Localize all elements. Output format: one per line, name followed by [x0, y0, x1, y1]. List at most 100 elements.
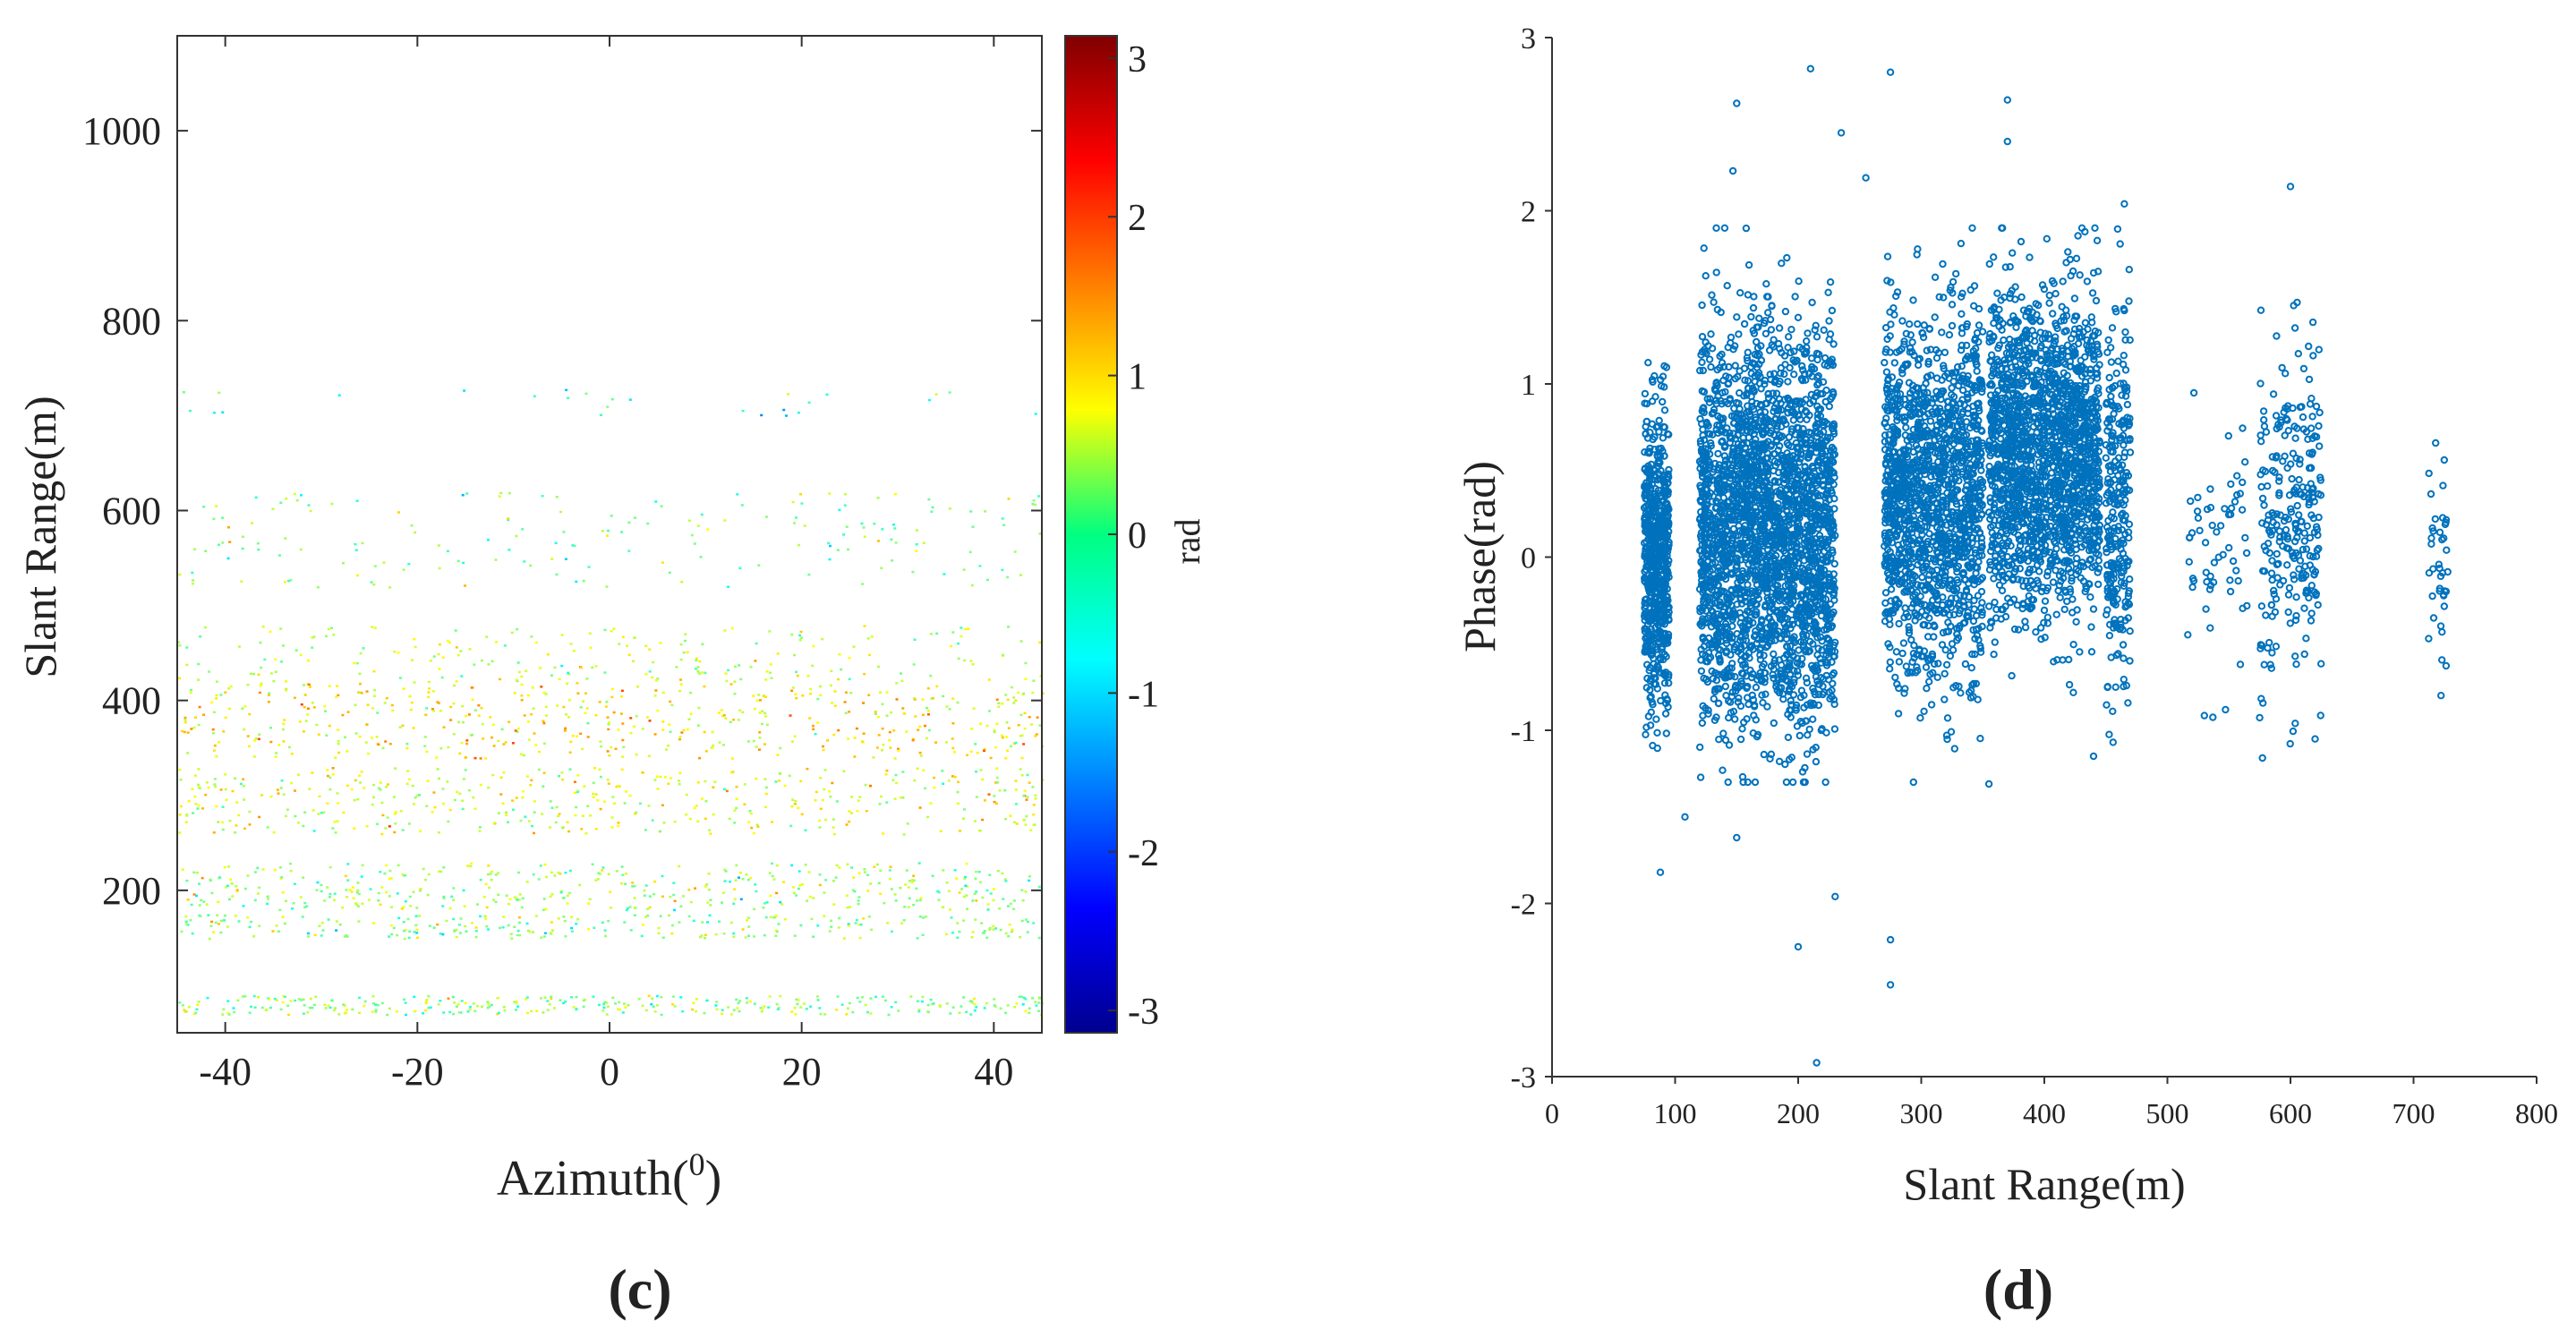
heatmap-cell	[459, 917, 463, 920]
heatmap-cell	[545, 875, 549, 879]
heatmap-cell	[442, 726, 446, 728]
heatmap-cell	[379, 903, 382, 906]
heatmap-cell	[722, 933, 726, 935]
heatmap-cell	[228, 541, 232, 543]
scatter-point	[1653, 728, 1661, 737]
heatmap-cell	[615, 870, 618, 873]
heatmap-cell	[699, 556, 703, 558]
heatmap-cell	[693, 806, 696, 810]
heatmap-cell	[204, 793, 208, 797]
heatmap-cell	[250, 1005, 252, 1009]
heatmap-cell	[981, 896, 985, 899]
heatmap-cell	[617, 785, 620, 788]
heatmap-cell	[277, 930, 280, 933]
heatmap-cell	[575, 580, 578, 584]
heatmap-cell	[191, 932, 194, 935]
heatmap-cell	[315, 723, 319, 727]
heatmap-cell	[283, 922, 286, 925]
heatmap-cell	[790, 864, 794, 867]
heatmap-cell	[995, 767, 999, 770]
heatmap-cell	[221, 821, 225, 824]
heatmap-cell	[435, 756, 439, 759]
heatmap-cell	[582, 1005, 585, 1009]
heatmap-cell	[994, 781, 998, 784]
heatmap-cell	[253, 739, 257, 742]
heatmap-cell	[212, 931, 215, 933]
heatmap-cell	[323, 704, 327, 708]
heatmap-cell	[779, 900, 782, 904]
heatmap-cell	[361, 864, 364, 867]
scatter-point	[1805, 647, 1814, 655]
heatmap-cell	[884, 773, 888, 776]
heatmap-cell	[539, 865, 542, 867]
heatmap-cell	[960, 1005, 963, 1008]
heatmap-cell	[389, 877, 393, 880]
heatmap-cell	[216, 914, 219, 916]
heatmap-cell	[586, 805, 590, 807]
heatmap-cell	[302, 1012, 305, 1015]
heatmap-cell	[698, 660, 702, 663]
heatmap-cell	[227, 898, 231, 901]
heatmap-cell	[502, 771, 506, 774]
heatmap-cell	[279, 787, 283, 789]
heatmap-cell	[621, 873, 625, 876]
heatmap-cell	[507, 518, 510, 522]
heatmap-cell	[978, 565, 982, 567]
heatmap-cell	[355, 661, 359, 665]
heatmap-cell	[746, 740, 750, 743]
heatmap-cell	[328, 865, 332, 869]
scatter-point	[1651, 371, 1659, 380]
heatmap-cell	[533, 395, 536, 397]
heatmap-cell	[1007, 934, 1011, 938]
scatter-point	[1659, 422, 1668, 431]
heatmap-cell	[556, 704, 559, 707]
heatmap-cell	[438, 668, 441, 670]
heatmap-cell	[706, 528, 710, 531]
heatmap-cell	[790, 740, 794, 743]
heatmap-cell	[983, 799, 986, 802]
heatmap-cell	[253, 871, 257, 873]
heatmap-cell	[610, 630, 613, 633]
heatmap-cell	[942, 906, 945, 908]
heatmap-cell	[485, 635, 489, 638]
heatmap-cell	[360, 692, 363, 694]
heatmap-cell	[229, 685, 233, 688]
heatmap-cell	[542, 908, 545, 911]
heatmap-cell	[584, 711, 587, 714]
heatmap-cell	[678, 736, 682, 738]
scatter-point	[1714, 699, 1723, 707]
heatmap-cell	[276, 788, 279, 791]
heatmap-cell	[371, 1002, 375, 1005]
heatmap-cell	[1021, 899, 1025, 902]
heatmap-cell	[566, 682, 568, 686]
heatmap-cell	[987, 710, 991, 712]
heatmap-cell	[1014, 741, 1018, 745]
heatmap-cell	[907, 906, 910, 908]
heatmap-cell	[242, 778, 245, 780]
heatmap-cell	[799, 630, 803, 634]
heatmap-cell	[924, 787, 927, 790]
heatmap-cell	[756, 825, 760, 828]
heatmap-cell	[533, 732, 536, 735]
heatmap-cell	[285, 680, 287, 683]
heatmap-cell	[489, 873, 492, 875]
heatmap-cell	[677, 780, 680, 782]
heatmap-cell	[1007, 498, 1011, 500]
scatter-point	[1801, 370, 1809, 378]
heatmap-cell	[911, 738, 915, 742]
scatter-point	[1662, 729, 1671, 737]
heatmap-cell	[927, 1010, 930, 1014]
heatmap-cell	[1023, 727, 1027, 730]
heatmap-cell	[193, 548, 197, 550]
heatmap-cell	[508, 549, 511, 551]
heatmap-cell	[534, 915, 538, 917]
heatmap-cell	[1034, 735, 1037, 737]
heatmap-cell	[248, 925, 252, 929]
heatmap-cell	[758, 731, 762, 734]
heatmap-cell	[832, 832, 836, 836]
heatmap-cell	[497, 872, 499, 874]
heatmap-cell	[989, 892, 993, 895]
heatmap-cell	[594, 879, 598, 882]
heatmap-cell	[610, 515, 613, 517]
heatmap-cell	[284, 995, 286, 999]
